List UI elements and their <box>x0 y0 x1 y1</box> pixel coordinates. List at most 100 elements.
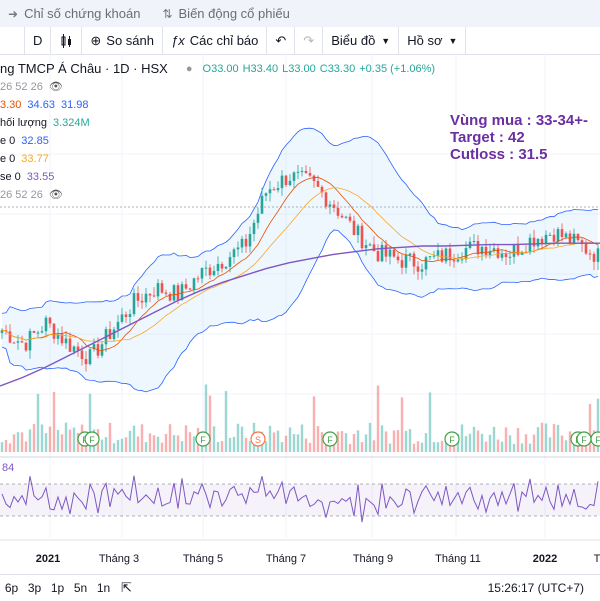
volume-bar <box>472 426 476 452</box>
bb-lower: 31.98 <box>60 99 89 111</box>
moving-averages <box>0 176 600 387</box>
volume-bar <box>108 422 112 452</box>
volume-bar <box>272 432 276 452</box>
date-range-icon[interactable]: ⇱ <box>121 580 132 595</box>
range-1p[interactable]: 1p <box>50 581 65 595</box>
range-3p[interactable]: 3p <box>27 581 42 595</box>
ohlc-high: H33.40 <box>242 63 279 75</box>
ma3-label: se 0 <box>0 171 21 183</box>
candle-body <box>132 293 136 315</box>
chart-type-button[interactable]: Biểu đồ ▼ <box>323 27 400 54</box>
event-markers: FFFSFFFFF <box>77 431 600 447</box>
ohlc-low: L33.00 <box>282 63 316 75</box>
volume-bar <box>56 430 60 452</box>
x-axis-label: Tháng 9 <box>353 553 393 565</box>
candle-body <box>420 269 424 272</box>
nav-stock-movers[interactable]: ⇅ Biến động cổ phiếu <box>162 6 289 21</box>
volume-bar <box>292 434 296 452</box>
candle-body <box>340 215 344 218</box>
volume-bar <box>136 436 140 452</box>
chart-style-button[interactable] <box>51 27 83 54</box>
candle-body <box>368 244 372 246</box>
volume-bar <box>268 425 272 452</box>
event-marker-circle <box>444 431 460 447</box>
candle-body <box>40 331 44 333</box>
x-axis-label: Tháng 3 <box>99 553 139 565</box>
volume-bar <box>248 441 252 452</box>
x-axis-label: 2021 <box>36 553 60 565</box>
volume-bar <box>144 442 148 452</box>
candle-body <box>440 250 444 262</box>
compare-button[interactable]: ⊕ So sánh <box>82 27 163 54</box>
candle-body <box>524 251 528 253</box>
bottom-bar: 6p 3p 1p 5n 1n ⇱ 15:26:17 (UTC+7) <box>0 574 600 601</box>
volume-bar <box>556 424 560 452</box>
volume-bar <box>484 441 488 452</box>
candle-body <box>148 293 152 296</box>
candle-body <box>592 253 596 262</box>
volume-bar <box>216 442 220 452</box>
x-axis-label: 2022 <box>533 553 557 565</box>
volume-bar <box>120 438 124 452</box>
volume-bar <box>516 428 520 452</box>
candle-body <box>32 330 36 333</box>
interval-button[interactable]: D <box>25 27 52 54</box>
candle-body <box>504 253 508 258</box>
profile-button[interactable]: Hồ sơ ▼ <box>399 27 467 54</box>
eye-icon[interactable]: 👁 <box>48 189 63 201</box>
candle-body <box>276 188 280 191</box>
candle-body <box>372 244 376 252</box>
candle-body <box>472 241 476 243</box>
candle-body <box>124 314 128 318</box>
nav-market-index[interactable]: ➜ Chỉ số chứng khoán <box>8 6 140 21</box>
candle-body <box>552 234 556 242</box>
candle-body <box>0 330 4 333</box>
ma-long-line <box>0 242 600 387</box>
redo-icon: ↷ <box>303 32 315 48</box>
event-marker-label: F <box>327 435 333 445</box>
candle-body <box>396 256 400 261</box>
x-axis: 2021 Tháng 3 Tháng 5 Tháng 7 Tháng 9 Tháng 11… <box>0 539 600 565</box>
redo-button[interactable]: ↷ <box>295 27 324 54</box>
volume-bar <box>236 423 240 452</box>
volume-bar <box>540 422 544 452</box>
candle-body <box>536 238 540 247</box>
candle-body <box>180 284 184 300</box>
candle-body <box>288 180 292 186</box>
candle-body <box>324 192 328 207</box>
event-marker-circle <box>250 431 266 447</box>
x-axis-label: T <box>594 553 600 565</box>
candle-body <box>508 256 512 258</box>
volume-bar <box>576 441 580 452</box>
volume-bar <box>420 442 424 452</box>
candle-body <box>316 180 320 187</box>
candle-body <box>212 270 216 276</box>
candle-body <box>268 189 272 194</box>
candle-body <box>544 234 548 244</box>
candle-body <box>204 267 208 269</box>
volume-bar <box>284 435 288 452</box>
candle-body <box>76 346 80 351</box>
candle-body <box>400 260 404 268</box>
volume-bar <box>44 433 48 452</box>
undo-icon: ↶ <box>275 32 287 48</box>
volume-bar <box>432 442 436 452</box>
volume-bar <box>504 427 508 452</box>
range-1n[interactable]: 1n <box>96 581 111 595</box>
candle-body <box>540 238 544 244</box>
volume-bar <box>544 423 548 452</box>
volume-bar <box>444 441 448 452</box>
ma1-label: e 0 <box>0 135 16 147</box>
candle-body <box>240 238 244 248</box>
volume-bar <box>532 434 536 452</box>
range-5n[interactable]: 5n <box>73 581 88 595</box>
candle-body <box>428 256 432 258</box>
candle-body <box>556 229 560 242</box>
ohlc-close: C33.30 <box>319 63 356 75</box>
range-6p[interactable]: 6p <box>4 581 19 595</box>
eye-icon[interactable]: 👁 <box>48 81 63 93</box>
undo-button[interactable]: ↶ <box>267 27 296 54</box>
trade-annotation[interactable]: Vùng mua : 33-34+- Target : 42 Cutloss :… <box>450 112 588 163</box>
indicators-button[interactable]: ƒx Các chỉ báo <box>163 27 268 54</box>
